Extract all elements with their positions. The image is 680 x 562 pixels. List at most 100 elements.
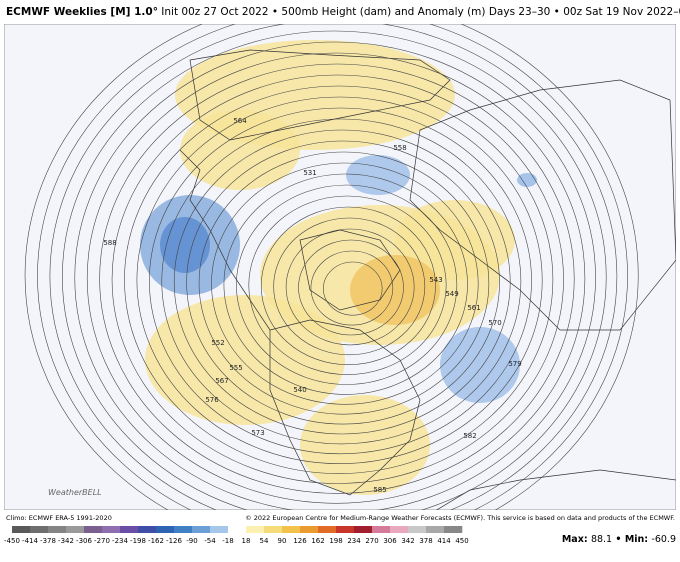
colorbar-tick: -450 xyxy=(4,537,20,545)
colorbar-swatch xyxy=(408,526,427,533)
colorbar-tick: -414 xyxy=(22,537,38,545)
contour xyxy=(161,118,522,445)
colorbar-tick: -198 xyxy=(130,537,146,545)
contour-label: 570 xyxy=(488,319,501,327)
colorbar-tick: 306 xyxy=(383,537,397,545)
colorbar-tick: 162 xyxy=(311,537,324,545)
title-rest: Init 00z 27 Oct 2022 • 500mb Height (dam… xyxy=(161,6,680,18)
colorbar-tick: -342 xyxy=(58,537,74,545)
contour-label: 543 xyxy=(429,276,442,284)
min-label: Min: xyxy=(625,534,648,545)
colorbar-tick: 342 xyxy=(401,537,414,545)
contour xyxy=(198,151,490,415)
colorbar-tick: -54 xyxy=(204,537,216,545)
colorbar-swatch xyxy=(102,526,121,533)
copyright: © 2022 European Centre for Medium-Range … xyxy=(245,514,675,522)
colorbar-swatch xyxy=(210,526,229,533)
contour-label: 585 xyxy=(373,486,386,494)
contour xyxy=(323,261,383,316)
contour xyxy=(124,85,554,474)
contour xyxy=(298,239,404,336)
colorbar-swatch xyxy=(48,526,67,533)
contour xyxy=(86,52,586,504)
colorbar-swatch xyxy=(228,526,247,533)
colorbar-swatch xyxy=(444,526,463,533)
max-label: Max: xyxy=(562,534,588,545)
colorbar-tick: -18 xyxy=(222,537,233,545)
colorbar-tick: 378 xyxy=(419,537,432,545)
colorbar-tick: 198 xyxy=(329,537,342,545)
contour xyxy=(285,228,415,346)
contour-label: 552 xyxy=(211,339,224,347)
max-value: 88.1 xyxy=(591,534,612,545)
contour-label: 573 xyxy=(251,429,264,437)
colorbar-swatch xyxy=(336,526,355,533)
colorbar-tick: -126 xyxy=(166,537,182,545)
contour xyxy=(211,162,479,405)
colorbar-tick: -234 xyxy=(112,537,128,545)
contour-label: 558 xyxy=(393,144,406,152)
min-value: -60.9 xyxy=(651,534,676,545)
logo: WeatherBELL xyxy=(48,488,102,497)
anomaly-fill xyxy=(140,40,537,495)
colorbar-swatch xyxy=(300,526,319,533)
colorbar-tick: -378 xyxy=(40,537,56,545)
colorbar-tick: 414 xyxy=(437,537,451,545)
colorbar-swatch xyxy=(192,526,211,533)
sep: • xyxy=(615,534,621,545)
contour xyxy=(186,140,500,425)
colorbar-swatch xyxy=(12,526,31,533)
contour-label: 555 xyxy=(229,364,242,372)
colorbar-swatch xyxy=(246,526,265,533)
colorbar-tick: -162 xyxy=(148,537,164,545)
contour xyxy=(248,195,447,375)
contour-label: 531 xyxy=(303,169,316,177)
contour xyxy=(223,173,468,395)
coastlines xyxy=(179,49,676,510)
colorbar-tick: 18 xyxy=(242,537,251,545)
colorbar-tick: -270 xyxy=(94,537,110,545)
colorbar-tick: -306 xyxy=(76,537,92,545)
colorbar-swatch xyxy=(282,526,301,533)
contour xyxy=(111,74,564,484)
colorbar-tick: 54 xyxy=(260,537,269,545)
contour-label: 549 xyxy=(445,290,458,298)
colorbar-swatch xyxy=(174,526,193,533)
height-contours xyxy=(24,24,639,510)
colorbar-tick: 270 xyxy=(365,537,378,545)
climo: Climo: ECMWF ERA-5 1991-2020 xyxy=(6,514,112,522)
colorbar-tick: 126 xyxy=(293,537,307,545)
contour-label: 567 xyxy=(215,377,228,385)
colorbar-swatch xyxy=(390,526,409,533)
contour xyxy=(74,41,596,510)
colorbar-swatch xyxy=(372,526,391,533)
contour xyxy=(136,96,543,465)
contour xyxy=(62,30,607,510)
title-bold: ECMWF Weeklies [M] 1.0° xyxy=(6,6,158,18)
stats: Max: 88.1 • Min: -60.9 xyxy=(562,534,676,545)
contour xyxy=(260,206,436,365)
colorbar-tick: 450 xyxy=(455,537,468,545)
colorbar-swatch xyxy=(120,526,139,533)
contour xyxy=(273,217,426,356)
contour-label: 588 xyxy=(103,239,116,247)
contour xyxy=(236,184,458,385)
contour xyxy=(49,24,618,510)
colorbar: -450 -414 -378 -342 -306 -270 -234 -198 -162 -126… xyxy=(4,526,469,545)
contour xyxy=(24,24,639,510)
colorbar-swatch xyxy=(426,526,445,533)
colorbar-swatch xyxy=(264,526,283,533)
colorbar-swatch xyxy=(318,526,337,533)
contour-label: 582 xyxy=(463,432,476,440)
contour xyxy=(99,63,575,494)
contour-label: 540 xyxy=(293,386,306,394)
colorbar-tick: -90 xyxy=(186,537,197,545)
title: ECMWF Weeklies [M] 1.0° Init 00z 27 Oct … xyxy=(6,6,680,18)
contour xyxy=(37,24,628,510)
colorbar-swatch xyxy=(66,526,85,533)
colorbar-swatch xyxy=(84,526,103,533)
contour xyxy=(149,107,532,455)
colorbar-swatch xyxy=(156,526,175,533)
